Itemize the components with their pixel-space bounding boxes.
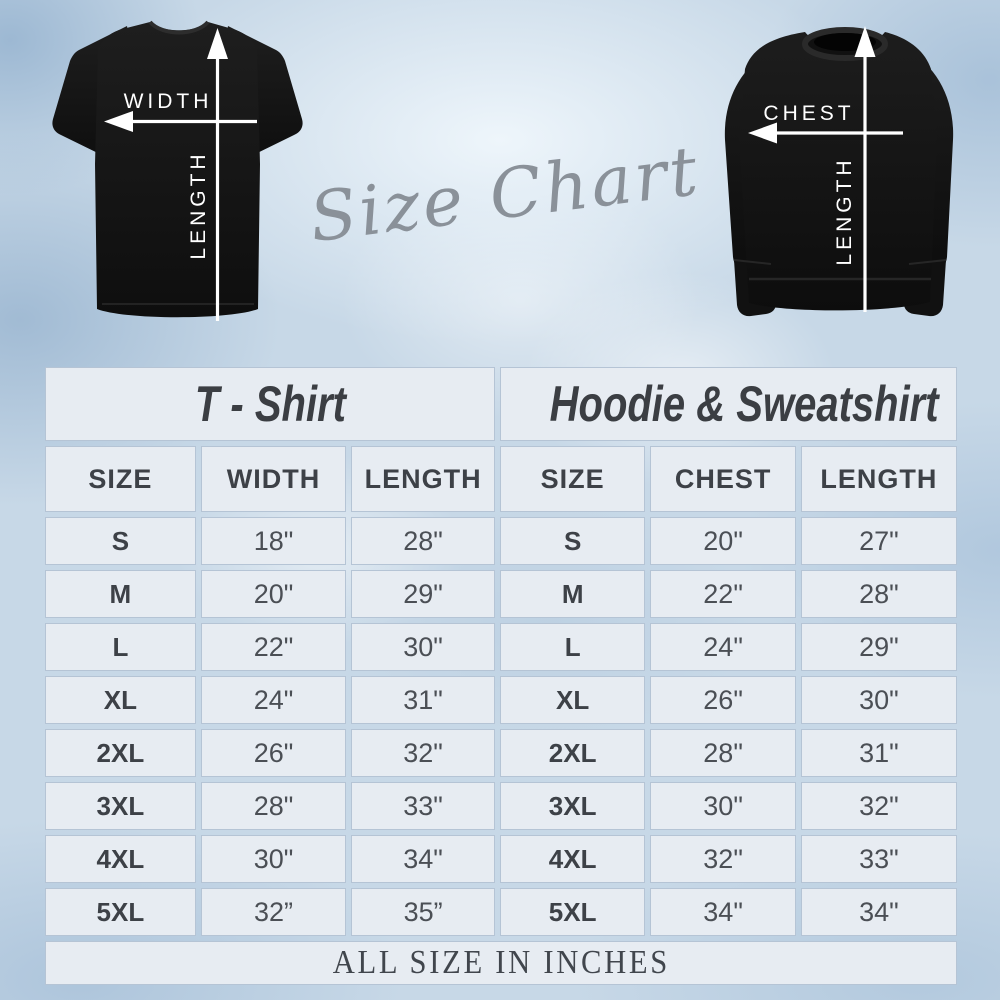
cell-tshirt-size: 4XL bbox=[45, 835, 196, 883]
sweatshirt-chest-label: CHEST bbox=[763, 102, 855, 125]
cell-tshirt-size: S bbox=[45, 517, 196, 565]
cell-tshirt-size: 3XL bbox=[45, 782, 196, 830]
cell-tshirt-size: 5XL bbox=[45, 888, 196, 936]
cell-tshirt-length: 33" bbox=[351, 782, 495, 830]
cell-hoodie-size: 3XL bbox=[499, 782, 646, 830]
table-row-5xl: 5XL 32” 35” 5XL 34" 34" bbox=[45, 888, 957, 936]
table-row-xl: XL 24" 31" XL 26" 30" bbox=[45, 676, 957, 724]
sweatshirt-image bbox=[724, 27, 954, 317]
tshirt-collar bbox=[148, 20, 210, 35]
cell-hoodie-size: 4XL bbox=[499, 835, 646, 883]
table-column-header-row: SIZE WIDTH LENGTH SIZE CHEST LENGTH bbox=[45, 446, 957, 512]
page-title: Size Chart bbox=[305, 131, 705, 259]
col-header-hoodie-chest: CHEST bbox=[650, 446, 796, 512]
cell-hoodie-size: 5XL bbox=[499, 888, 646, 936]
table-row-s: S 18" 28" S 20" 27" bbox=[45, 517, 957, 565]
cell-tshirt-length: 30" bbox=[351, 623, 495, 671]
size-table: T - Shirt Hoodie & Sweatshirt SIZE WIDTH… bbox=[40, 362, 962, 990]
cell-hoodie-size: L bbox=[499, 623, 646, 671]
cell-tshirt-width: 28" bbox=[200, 782, 347, 830]
cell-hoodie-size: M bbox=[499, 570, 646, 618]
table-row-m: M 20" 29" M 22" 28" bbox=[45, 570, 957, 618]
table-section-header-row: T - Shirt Hoodie & Sweatshirt bbox=[45, 367, 957, 441]
cell-tshirt-size: L bbox=[45, 623, 196, 671]
table-footer-row: ALL SIZE IN INCHES bbox=[45, 941, 957, 985]
cell-hoodie-length: 30" bbox=[800, 676, 957, 724]
col-header-hoodie-size: SIZE bbox=[499, 446, 646, 512]
cell-hoodie-length: 27" bbox=[800, 517, 957, 565]
cell-hoodie-length: 28" bbox=[800, 570, 957, 618]
cell-tshirt-size: XL bbox=[45, 676, 196, 724]
cell-hoodie-length: 34" bbox=[800, 888, 957, 936]
cell-tshirt-length: 32" bbox=[351, 729, 495, 777]
cell-tshirt-length: 28" bbox=[351, 517, 495, 565]
cell-hoodie-length: 33" bbox=[800, 835, 957, 883]
cell-hoodie-chest: 26" bbox=[650, 676, 796, 724]
table-row-2xl: 2XL 26" 32" 2XL 28" 31" bbox=[45, 729, 957, 777]
cell-hoodie-size: 2XL bbox=[499, 729, 646, 777]
table-row-4xl: 4XL 30" 34" 4XL 32" 33" bbox=[45, 835, 957, 883]
cell-hoodie-chest: 28" bbox=[650, 729, 796, 777]
section-header-hoodie: Hoodie & Sweatshirt bbox=[499, 367, 957, 441]
table-row-l: L 22" 30" L 24" 29" bbox=[45, 623, 957, 671]
cell-tshirt-length: 31" bbox=[351, 676, 495, 724]
cell-tshirt-length: 29" bbox=[351, 570, 495, 618]
cell-tshirt-width: 20" bbox=[200, 570, 347, 618]
section-header-tshirt: T - Shirt bbox=[45, 367, 495, 441]
cell-tshirt-width: 26" bbox=[200, 729, 347, 777]
cell-hoodie-chest: 34" bbox=[650, 888, 796, 936]
tshirt-width-label: WIDTH bbox=[123, 90, 213, 113]
col-header-hoodie-length: LENGTH bbox=[800, 446, 957, 512]
cell-tshirt-width: 24" bbox=[200, 676, 347, 724]
cell-tshirt-size: M bbox=[45, 570, 196, 618]
cell-hoodie-length: 32" bbox=[800, 782, 957, 830]
footer-note: ALL SIZE IN INCHES bbox=[45, 941, 957, 985]
cell-tshirt-width: 32” bbox=[200, 888, 347, 936]
sweatshirt-length-label: LENGTH bbox=[833, 156, 856, 266]
cell-tshirt-width: 22" bbox=[200, 623, 347, 671]
cell-hoodie-length: 29" bbox=[800, 623, 957, 671]
cell-tshirt-length: 34" bbox=[351, 835, 495, 883]
tshirt-back-image bbox=[52, 20, 303, 318]
table-row-3xl: 3XL 28" 33" 3XL 30" 32" bbox=[45, 782, 957, 830]
col-header-tshirt-size: SIZE bbox=[45, 446, 196, 512]
tshirt-length-label: LENGTH bbox=[187, 150, 210, 260]
cell-hoodie-size: XL bbox=[499, 676, 646, 724]
cell-hoodie-chest: 32" bbox=[650, 835, 796, 883]
cell-hoodie-chest: 24" bbox=[650, 623, 796, 671]
cell-tshirt-size: 2XL bbox=[45, 729, 196, 777]
cell-tshirt-width: 30" bbox=[200, 835, 347, 883]
cell-hoodie-chest: 30" bbox=[650, 782, 796, 830]
col-header-tshirt-width: WIDTH bbox=[200, 446, 347, 512]
cell-hoodie-size: S bbox=[499, 517, 646, 565]
col-header-tshirt-length: LENGTH bbox=[351, 446, 495, 512]
sweatshirt-cuff-seams bbox=[733, 259, 947, 265]
cell-hoodie-chest: 20" bbox=[650, 517, 796, 565]
cell-hoodie-length: 31" bbox=[800, 729, 957, 777]
cell-hoodie-chest: 22" bbox=[650, 570, 796, 618]
cell-tshirt-length: 35” bbox=[351, 888, 495, 936]
cell-tshirt-width: 18" bbox=[200, 517, 347, 565]
